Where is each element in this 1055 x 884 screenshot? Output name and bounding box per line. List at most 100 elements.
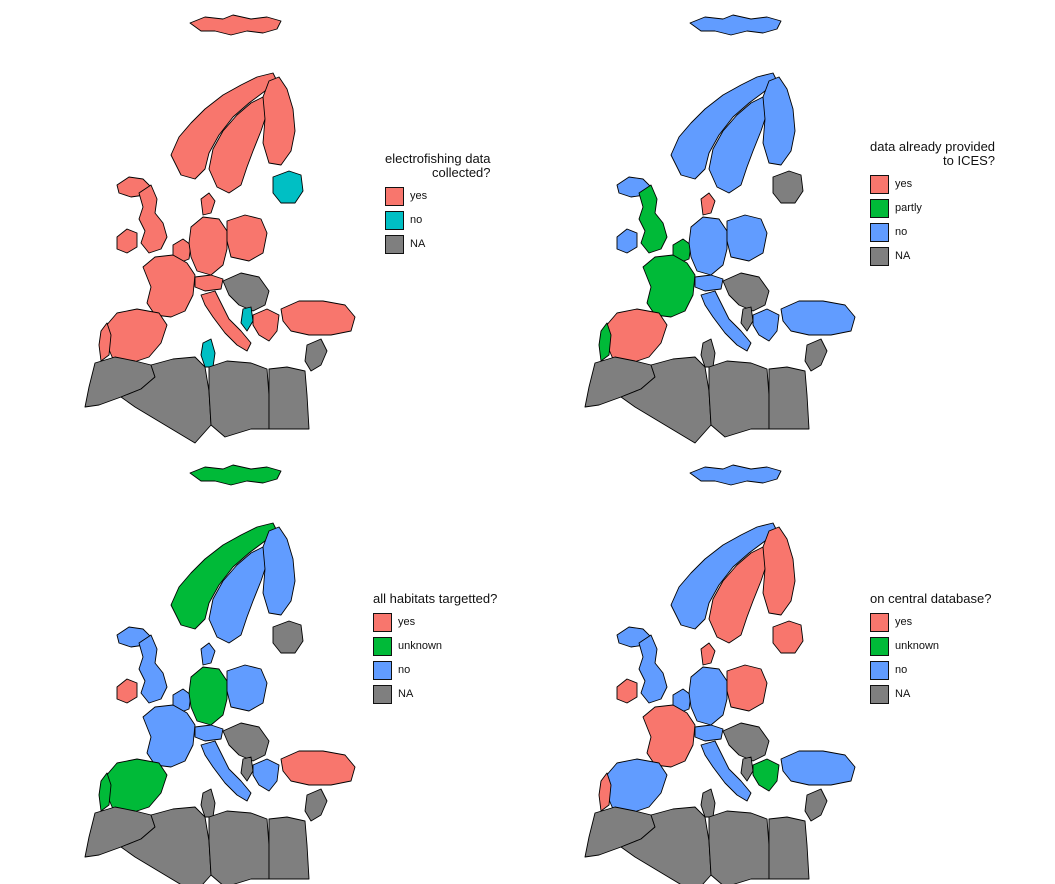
legend-swatch [870,222,889,242]
choropleth-map [584,464,856,884]
country-greece [252,758,280,792]
legend-title: data already provided to ICES? [870,139,996,168]
country-france [142,704,196,768]
country-svalbard [189,464,282,486]
legend-swatch [870,636,889,656]
legend-label: yes [410,190,428,202]
country-denmark [200,192,216,216]
legend-item: yes [373,610,497,634]
country-algeria [620,356,712,444]
legend-list: yes partly no NA [870,172,995,268]
legend-label: NA [398,688,414,700]
legend-item: yes [385,184,491,208]
legend-item: no [870,658,991,682]
country-libya [708,810,770,884]
country-france [642,704,696,768]
country-germany [188,666,228,726]
legend-swatch [373,612,392,632]
country-poland [726,214,768,262]
country-uk [638,634,668,704]
country-baltics [272,170,304,204]
country-levant [804,338,828,372]
map-legend: data already provided to ICES? yes partly… [870,140,995,268]
choropleth-map [584,14,856,444]
country-levant [304,338,328,372]
legend-label: unknown [398,640,443,652]
map-legend: electrofishing data collected? yes no NA [385,152,491,256]
country-tunisia [200,338,216,368]
legend-label: NA [410,238,426,250]
country-albania [740,306,754,332]
legend-swatch [385,234,404,254]
country-uk [638,184,668,254]
country-italy [200,290,252,352]
legend-title: on central database? [870,591,992,606]
choropleth-map [84,464,356,884]
country-uk [138,184,168,254]
country-sweden [208,546,268,644]
legend-item: unknown [870,634,991,658]
country-egypt [268,816,310,880]
country-italy [700,740,752,802]
country-finland [762,76,796,166]
legend-swatch [870,174,889,194]
legend-swatch [870,612,889,632]
legend-swatch [870,246,889,266]
country-ireland [616,678,638,704]
legend-list: yes unknown no NA [373,610,497,706]
country-tunisia [200,788,216,818]
legend-label: no [410,214,423,226]
legend-item: partly [870,196,995,220]
country-portugal [98,772,112,812]
country-france [642,254,696,318]
country-alps [194,724,224,742]
country-egypt [768,366,810,430]
country-alps [694,274,724,292]
country-baltics [772,170,804,204]
country-portugal [598,772,612,812]
country-iberia [604,758,668,814]
legend-item: NA [385,232,491,256]
legend-item: no [373,658,497,682]
legend-swatch [385,210,404,230]
country-alps [694,724,724,742]
country-germany [688,666,728,726]
country-finland [262,526,296,616]
country-algeria [620,806,712,884]
legend-swatch [373,684,392,704]
country-greece [752,308,780,342]
country-levant [804,788,828,822]
country-france [142,254,196,318]
legend-item: yes [870,172,995,196]
country-balkans [722,722,770,762]
country-svalbard [689,464,782,486]
country-iberia [104,758,168,814]
country-algeria [120,356,212,444]
country-sweden [708,96,768,194]
country-denmark [700,192,716,216]
legend-item: NA [870,682,991,706]
country-svalbard [689,14,782,36]
country-baltics [772,620,804,654]
legend-item: NA [870,244,995,268]
legend-swatch [373,636,392,656]
country-balkans [722,272,770,312]
legend-swatch [373,660,392,680]
map-panel-central-database: on central database? yes unknown no NA [500,450,1027,884]
country-greece [752,758,780,792]
country-libya [708,360,770,438]
legend-item: no [870,220,995,244]
country-libya [208,360,270,438]
country-svalbard [189,14,282,36]
legend-item: NA [373,682,497,706]
country-levant [304,788,328,822]
country-finland [762,526,796,616]
country-iberia [604,308,668,364]
country-italy [200,740,252,802]
country-portugal [98,322,112,362]
choropleth-map [84,14,356,444]
legend-label: NA [895,250,911,262]
legend-label: unknown [895,640,940,652]
legend-swatch [870,198,889,218]
legend-item: no [385,208,491,232]
